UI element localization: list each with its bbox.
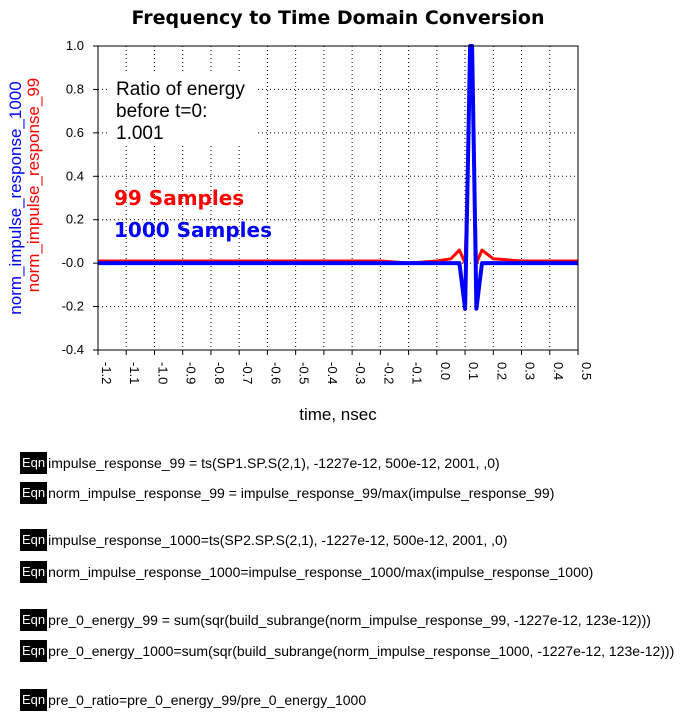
plot-series <box>98 44 578 311</box>
plot-frame <box>97 45 579 351</box>
eqn-tag: Eqn <box>20 640 48 662</box>
x-axis-label: time, nsec <box>299 405 377 424</box>
x-tick-label: 0.1 <box>466 362 481 380</box>
equation-row[interactable]: Eqn pre_0_ratio=pre_0_energy_99/pre_0_en… <box>20 689 366 711</box>
equation-text: norm_impulse_response_1000=impulse_respo… <box>48 564 594 580</box>
x-tick-label: 0.3 <box>523 362 538 380</box>
equation-text: pre_0_energy_99 = sum(sqr(build_subrange… <box>48 612 651 628</box>
x-tick-label: 0.4 <box>551 362 566 380</box>
x-tick-label: -1.0 <box>155 362 170 384</box>
x-tick-label: -0.3 <box>353 362 368 384</box>
y-axis-label-1000: norm_impulse_response_1000 <box>6 81 25 314</box>
eqn-tag: Eqn <box>20 529 48 551</box>
ratio-annotation-line-2: before t=0: <box>116 101 207 122</box>
x-tick-label: 0.2 <box>494 362 509 380</box>
x-tick-label: -1.1 <box>127 362 142 384</box>
ratio-annotation-box <box>110 74 258 144</box>
equation-text: pre_0_ratio=pre_0_energy_99/pre_0_energy… <box>48 692 367 708</box>
chart: Frequency to Time Domain Conversion 1.00… <box>6 7 594 424</box>
x-axis-ticks: -1.2 -1.1 -1.0 -0.9 -0.8 -0.7 -0.6 -0.5 -0.4 -0.3… <box>97 350 594 384</box>
equation-text: impulse_response_1000=ts(SP2.SP.S(2,1), … <box>48 532 508 548</box>
x-tick-label: -0.8 <box>212 362 227 384</box>
x-tick-label: 0.0 <box>438 362 453 380</box>
y-tick-label: -0.4 <box>62 342 84 357</box>
x-tick-label: -0.1 <box>410 362 425 384</box>
y-tick-label: 0.2 <box>66 212 84 227</box>
chart-title: Frequency to Time Domain Conversion <box>131 7 544 29</box>
eqn-tag: Eqn <box>20 561 48 583</box>
equation-row[interactable]: Eqn impulse_response_99 = ts(SP1.SP.S(2,… <box>20 452 500 474</box>
x-tick-label: -0.5 <box>297 362 312 384</box>
equation-row[interactable]: Eqn impulse_response_1000=ts(SP2.SP.S(2,… <box>20 529 507 551</box>
equation-row[interactable]: Eqn pre_0_energy_99 = sum(sqr(build_subr… <box>20 609 651 631</box>
ratio-annotation-value: 1.001 <box>116 123 164 144</box>
y-tick-label: 0.6 <box>66 125 84 140</box>
eqn-tag: Eqn <box>20 452 48 474</box>
y-tick-label: 1.0 <box>66 38 84 53</box>
eqn-tag: Eqn <box>20 482 48 504</box>
eqn-tag: Eqn <box>20 689 48 711</box>
y-tick-label: 0.8 <box>66 81 84 96</box>
x-tick-label: -0.2 <box>381 362 396 384</box>
x-tick-label: -0.9 <box>184 362 199 384</box>
equation-text: norm_impulse_response_99 = impulse_respo… <box>48 485 555 501</box>
x-tick-label: -1.2 <box>99 362 114 384</box>
x-tick-label: 0.5 <box>579 362 594 380</box>
y-tick-label: 0.4 <box>66 168 84 183</box>
x-tick-label: -0.6 <box>268 362 283 384</box>
x-tick-label: -0.7 <box>240 362 255 384</box>
equation-row[interactable]: Eqn norm_impulse_response_99 = impulse_r… <box>20 482 554 504</box>
y-tick-label: -0.2 <box>62 299 84 314</box>
equation-row[interactable]: Eqn norm_impulse_response_1000=impulse_r… <box>20 561 593 583</box>
series-1000-samples-line <box>98 44 578 311</box>
legend-99-samples: 99 Samples <box>114 186 244 210</box>
equation-row[interactable]: Eqn pre_0_energy_1000=sum(sqr(build_subr… <box>20 640 674 662</box>
eqn-tag: Eqn <box>20 609 48 631</box>
equation-text: pre_0_energy_1000=sum(sqr(build_subrange… <box>48 643 675 659</box>
x-tick-label: -0.4 <box>325 362 340 384</box>
y-axis-label-99: norm_impulse_response_99 <box>24 78 43 293</box>
ratio-annotation-line-1: Ratio of energy <box>116 79 245 100</box>
y-tick-label: -0.0 <box>62 255 84 270</box>
y-axis-ticks: 1.0 0.8 0.6 0.4 0.2 -0.0 -0.2 -0.4 <box>62 38 98 357</box>
equation-text: impulse_response_99 = ts(SP1.SP.S(2,1), … <box>48 455 500 471</box>
legend-1000-samples: 1000 Samples <box>114 218 272 242</box>
